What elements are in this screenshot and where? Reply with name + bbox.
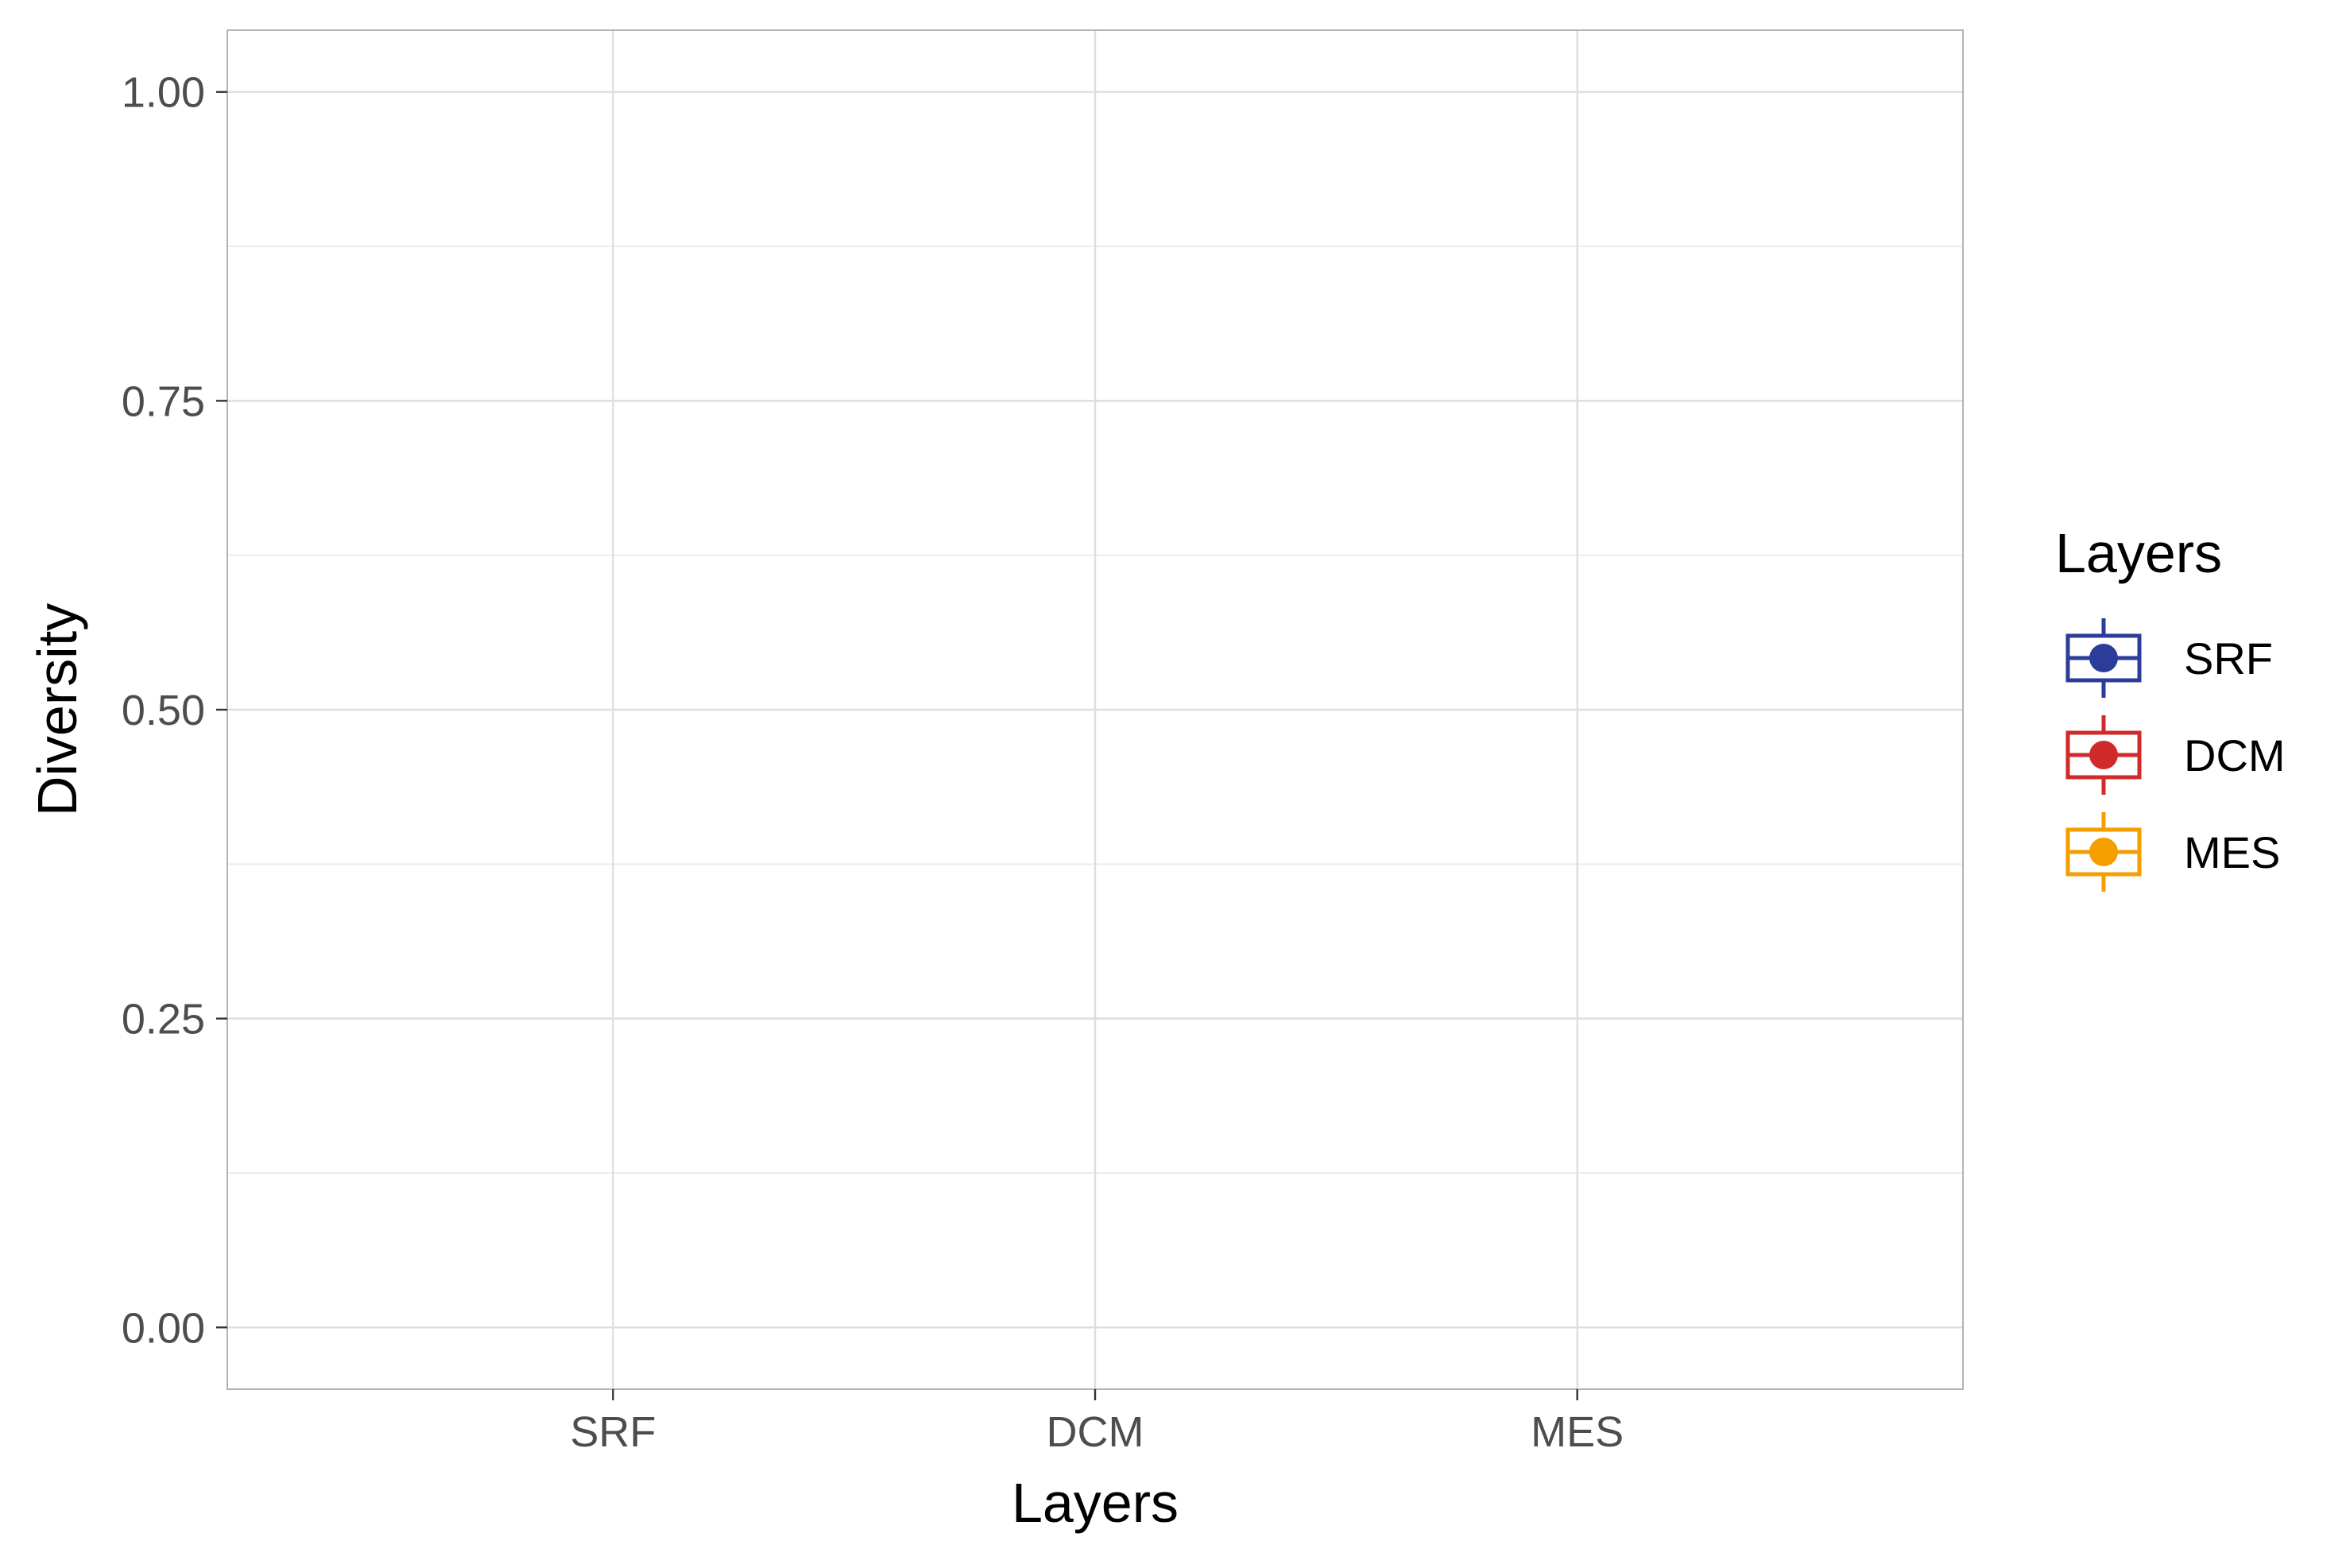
legend-point-key — [2089, 644, 2118, 672]
x-tick-label: SRF — [570, 1408, 656, 1456]
y-tick-label: 0.25 — [122, 996, 205, 1043]
y-tick-label: 0.50 — [122, 687, 205, 734]
y-tick-label: 0.00 — [122, 1304, 205, 1352]
legend-item-mes: MES — [2065, 812, 2280, 892]
x-tick-label: DCM — [1047, 1408, 1144, 1456]
legend-label: DCM — [2184, 730, 2286, 780]
legend-item-dcm: DCM — [2065, 715, 2286, 795]
x-axis-title: Layers — [1012, 1472, 1179, 1534]
legend-point-key — [2089, 838, 2118, 866]
y-tick-label: 0.75 — [122, 377, 205, 425]
y-axis-title: Diversity — [26, 603, 88, 816]
legend-title: Layers — [2055, 522, 2222, 584]
axes: 0.00 0.25 0.50 0.75 1.00 SRF DCM MES — [122, 69, 1624, 1456]
x-tick-label: MES — [1531, 1408, 1624, 1456]
legend-point-key — [2089, 741, 2118, 769]
legend-item-srf: SRF — [2065, 618, 2273, 698]
y-tick-label: 1.00 — [122, 69, 205, 117]
legend: Layers SRF DCM MES — [2055, 522, 2286, 892]
grid-lines — [227, 30, 1963, 1389]
legend-label: MES — [2184, 827, 2280, 877]
legend-label: SRF — [2184, 633, 2273, 683]
